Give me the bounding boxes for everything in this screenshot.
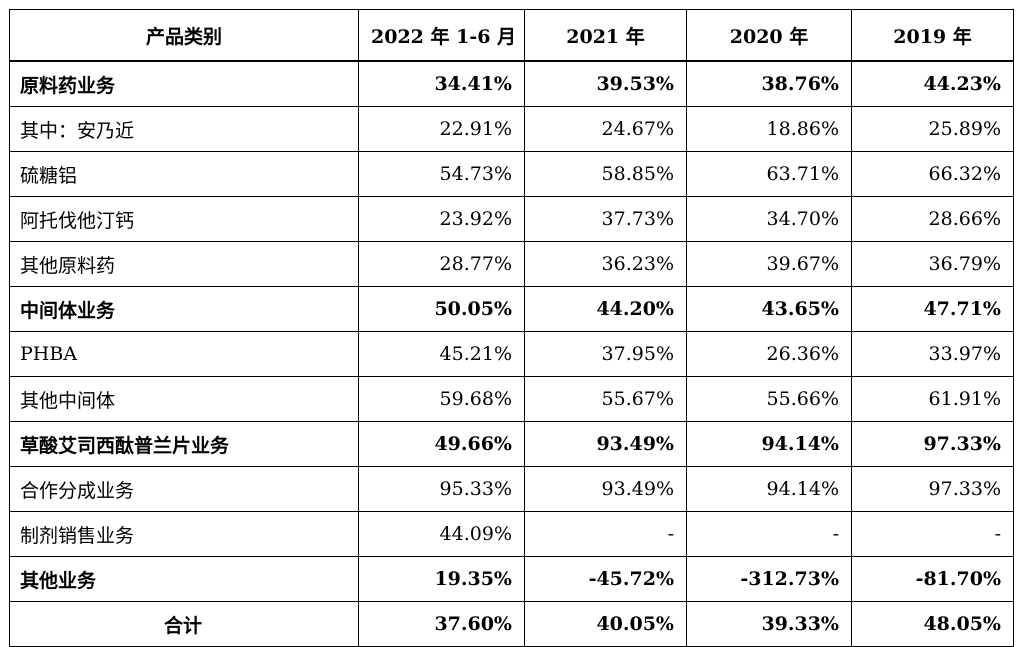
value-cell: 44.20% (524, 286, 687, 332)
value-cell: 33.97% (851, 331, 1014, 377)
header-cell-2021: 2021 年 (524, 9, 687, 62)
value-cell: 44.09% (358, 511, 525, 557)
value-cell: 26.36% (686, 331, 852, 377)
value-cell: 97.33% (851, 466, 1014, 512)
header-cell-2019: 2019 年 (851, 9, 1014, 62)
value-cell: 37.95% (524, 331, 687, 377)
value-cell: 93.49% (524, 466, 687, 512)
table-row: 制剂销售业务 44.09% - - - (9, 511, 1014, 557)
value-cell: 23.92% (358, 196, 525, 242)
row-label: 硫糖铝 (9, 151, 359, 197)
value-cell: 24.67% (524, 106, 687, 152)
row-label: 其他中间体 (9, 376, 359, 422)
value-cell: 50.05% (358, 286, 525, 332)
value-cell: 40.05% (524, 601, 687, 647)
value-cell: 36.23% (524, 241, 687, 287)
value-cell: 37.73% (524, 196, 687, 242)
row-label: 合作分成业务 (9, 466, 359, 512)
value-cell: 47.71% (851, 286, 1014, 332)
table-row: 其他原料药 28.77% 36.23% 39.67% 36.79% (9, 241, 1014, 287)
value-cell: 59.68% (358, 376, 525, 422)
table-row: 合计 37.60% 40.05% 39.33% 48.05% (9, 601, 1014, 647)
header-cell-2020: 2020 年 (686, 9, 852, 62)
table-row: 中间体业务 50.05% 44.20% 43.65% 47.71% (9, 286, 1014, 332)
table-row: PHBA 45.21% 37.95% 26.36% 33.97% (9, 331, 1014, 377)
value-cell: 28.66% (851, 196, 1014, 242)
value-cell: 37.60% (358, 601, 525, 647)
value-cell: - (686, 511, 852, 557)
table-row: 其他中间体 59.68% 55.67% 55.66% 61.91% (9, 376, 1014, 422)
value-cell: 34.70% (686, 196, 852, 242)
value-cell: 66.32% (851, 151, 1014, 197)
value-cell: 61.91% (851, 376, 1014, 422)
table-row: 原料药业务 34.41% 39.53% 38.76% 44.23% (9, 60, 1014, 107)
value-cell: 43.65% (686, 286, 852, 332)
value-cell: 22.91% (358, 106, 525, 152)
row-label: 草酸艾司西酞普兰片业务 (9, 421, 359, 467)
header-row: 产品类别 2022 年 1-6 月 2021 年 2020 年 2019 年 (9, 9, 1014, 62)
value-cell: 93.49% (524, 421, 687, 467)
value-cell: -81.70% (851, 556, 1014, 602)
value-cell: 55.66% (686, 376, 852, 422)
row-label: 其中：安乃近 (9, 106, 359, 152)
value-cell: -45.72% (524, 556, 687, 602)
header-cell-category: 产品类别 (9, 9, 359, 62)
value-cell: 39.67% (686, 241, 852, 287)
table-header: 产品类别 2022 年 1-6 月 2021 年 2020 年 2019 年 (9, 9, 1014, 62)
value-cell: 44.23% (851, 60, 1014, 107)
table-row: 草酸艾司西酞普兰片业务 49.66% 93.49% 94.14% 97.33% (9, 421, 1014, 467)
value-cell: 94.14% (686, 466, 852, 512)
value-cell: 38.76% (686, 60, 852, 107)
value-cell: 95.33% (358, 466, 525, 512)
value-cell: 25.89% (851, 106, 1014, 152)
value-cell: 28.77% (358, 241, 525, 287)
row-label: 合计 (9, 601, 359, 647)
table-body: 原料药业务 34.41% 39.53% 38.76% 44.23% 其中：安乃近 22.91… (9, 60, 1014, 647)
value-cell: 34.41% (358, 60, 525, 107)
table-row: 其他业务 19.35% -45.72% -312.73% -81.70% (9, 556, 1014, 602)
value-cell: 55.67% (524, 376, 687, 422)
value-cell: 97.33% (851, 421, 1014, 467)
value-cell: 94.14% (686, 421, 852, 467)
row-label: 其他业务 (9, 556, 359, 602)
value-cell: 39.33% (686, 601, 852, 647)
value-cell: 63.71% (686, 151, 852, 197)
table-row: 其中：安乃近 22.91% 24.67% 18.86% 25.89% (9, 106, 1014, 152)
row-label: 阿托伐他汀钙 (9, 196, 359, 242)
value-cell: 45.21% (358, 331, 525, 377)
value-cell: 18.86% (686, 106, 852, 152)
value-cell: 36.79% (851, 241, 1014, 287)
table-row: 硫糖铝 54.73% 58.85% 63.71% 66.32% (9, 151, 1014, 197)
value-cell: 39.53% (524, 60, 687, 107)
row-label: 原料药业务 (9, 60, 359, 107)
value-cell: - (851, 511, 1014, 557)
row-label: 制剂销售业务 (9, 511, 359, 557)
header-cell-2022h1: 2022 年 1-6 月 (358, 9, 525, 62)
gross-margin-table: 产品类别 2022 年 1-6 月 2021 年 2020 年 2019 年 原… (9, 9, 1014, 647)
row-label: PHBA (9, 331, 359, 377)
table-row: 合作分成业务 95.33% 93.49% 94.14% 97.33% (9, 466, 1014, 512)
value-cell: 58.85% (524, 151, 687, 197)
value-cell: -312.73% (686, 556, 852, 602)
value-cell: 54.73% (358, 151, 525, 197)
value-cell: 48.05% (851, 601, 1014, 647)
row-label: 中间体业务 (9, 286, 359, 332)
table-row: 阿托伐他汀钙 23.92% 37.73% 34.70% 28.66% (9, 196, 1014, 242)
row-label: 其他原料药 (9, 241, 359, 287)
value-cell: 19.35% (358, 556, 525, 602)
value-cell: 49.66% (358, 421, 525, 467)
value-cell: - (524, 511, 687, 557)
